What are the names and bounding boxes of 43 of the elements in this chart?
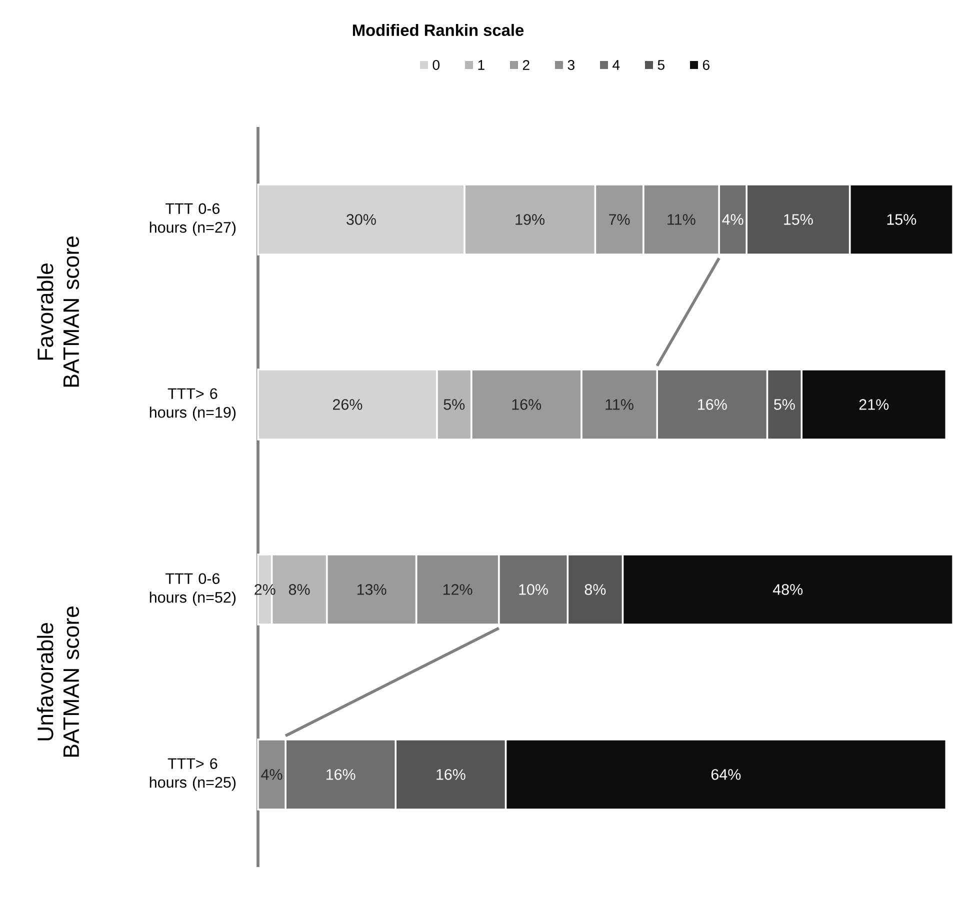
data-label: 4% xyxy=(722,214,744,225)
y-tick-label: TTT> 6 hours (n=25) xyxy=(150,758,236,791)
data-label: 30% xyxy=(346,214,376,225)
data-label: 19% xyxy=(516,214,545,225)
data-label: 7% xyxy=(609,214,630,225)
text: Unfavorable BATMAN score xyxy=(36,606,80,757)
data-label: 16% xyxy=(326,769,356,780)
data-label: 12% xyxy=(443,584,472,595)
legend-label: 0 xyxy=(432,60,440,70)
y-tick-label: TTT 0-6 hours (n=27) xyxy=(150,203,236,236)
legend-label: 6 xyxy=(702,60,710,70)
data-label: 5% xyxy=(774,399,795,410)
data-label: 11% xyxy=(668,214,696,225)
data-label: 48% xyxy=(772,584,803,595)
data-label: 13% xyxy=(357,584,386,595)
data-label: 8% xyxy=(584,584,606,595)
data-label: 4% xyxy=(261,769,282,780)
bar xyxy=(800,368,947,440)
data-label: 2% xyxy=(254,584,276,595)
data-label: 11% xyxy=(606,399,634,410)
data-label: 8% xyxy=(288,584,310,595)
y-tick-label: TTT> 6 hours (n=19) xyxy=(150,388,236,421)
legend-label: 4 xyxy=(612,60,620,70)
data-label: 21% xyxy=(859,399,889,410)
legend-label: 2 xyxy=(522,60,530,70)
data-label: 10% xyxy=(519,584,548,595)
data-label: 16% xyxy=(698,399,727,410)
legend-label: 1 xyxy=(478,60,484,70)
data-label: 15% xyxy=(784,214,813,225)
data-label: 16% xyxy=(436,769,466,780)
text: Favorable BATMAN score xyxy=(36,236,80,387)
data-label: 64% xyxy=(711,769,741,780)
legend-label: 3 xyxy=(568,60,574,70)
data-label: 16% xyxy=(512,399,542,410)
legend-label: 5 xyxy=(658,60,664,70)
data-label: 15% xyxy=(887,214,916,225)
bar xyxy=(504,738,947,810)
bar xyxy=(622,554,953,626)
data-label: 5% xyxy=(444,399,465,410)
bar xyxy=(848,184,953,256)
y-tick-label: TTT 0-6 hours (n=52) xyxy=(150,573,236,606)
legend-title: Modified Rankin scale xyxy=(352,24,524,36)
data-label: 26% xyxy=(332,399,362,410)
